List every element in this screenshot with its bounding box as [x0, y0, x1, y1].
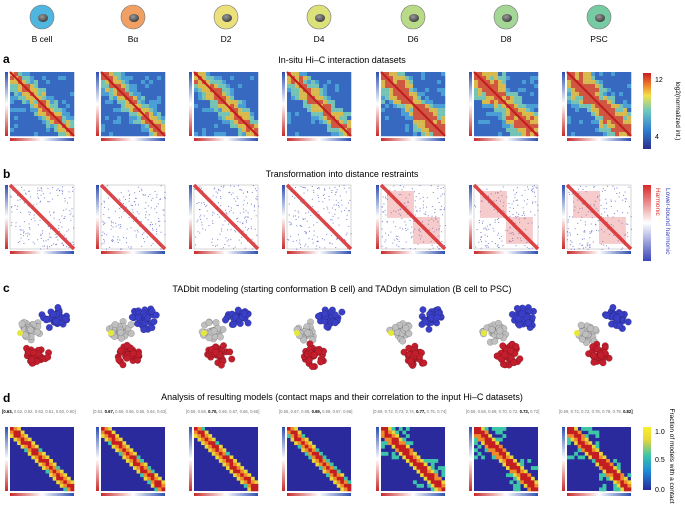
correlation-values: [0.63, 0.67, 0.66, 0.66, 0.65, 0.64, 0.6… — [93, 409, 166, 414]
cell-icon: D2 — [213, 4, 239, 44]
colorbar-a-max: 12 — [655, 77, 663, 84]
legend-b: Harmonic Lower-bound harmonic — [643, 185, 671, 261]
model-structure — [293, 306, 346, 371]
panel-d-title: Analysis of resulting models (contact ma… — [161, 392, 523, 402]
model-structure — [386, 305, 445, 369]
cell-icon: D6 — [400, 4, 426, 44]
correlation-values: [0.69, 0.72, 0.72, 0.76, 0.78, 0.78, 0.8… — [559, 409, 633, 414]
hic-map-row — [5, 71, 632, 141]
legend-b-harmonic: Harmonic — [654, 188, 661, 217]
hic-map — [96, 71, 166, 141]
restraint-map — [282, 183, 353, 254]
legend-b-lower-bound: Lower-bound harmonic — [664, 188, 671, 255]
cell-stage-label: D4 — [314, 34, 325, 44]
contact-map: [0.65, 0.67, 0.68, 0.69, 0.68, 0.67, 0.6… — [279, 409, 352, 496]
hic-map — [562, 71, 632, 141]
hic-map — [469, 71, 539, 141]
model-structure — [17, 303, 71, 367]
correlation-values: [0.66, 0.68, 0.70, 0.69, 0.67, 0.66, 0.6… — [186, 409, 259, 414]
hic-map — [5, 71, 75, 141]
contact-map: [0.69, 0.72, 0.73, 0.74, 0.77, 0.75, 0.7… — [373, 409, 446, 496]
hic-map — [189, 71, 259, 141]
correlation-values: [0.69, 0.72, 0.73, 0.74, 0.77, 0.75, 0.7… — [373, 409, 446, 414]
model-structure — [105, 305, 160, 369]
cell-icon: D8 — [493, 4, 519, 44]
correlation-values: [0.66, 0.68, 0.69, 0.70, 0.72, 0.73, 0.7… — [466, 409, 539, 414]
panel-c-letter: c — [3, 281, 10, 295]
panel-a-letter: a — [3, 52, 10, 66]
panel-b-title: Transformation into distance restraints — [266, 169, 419, 179]
cell-icon: PSC — [586, 4, 612, 44]
correlation-values: [0.65, 0.67, 0.68, 0.69, 0.68, 0.67, 0.6… — [279, 409, 352, 414]
cell-stage-header: B cell Bα D2 D4 D6 D8 PSC — [29, 4, 612, 44]
restraint-map — [562, 183, 633, 254]
restraint-map — [376, 183, 447, 254]
colorbar-d-min: 0.0 — [655, 487, 665, 494]
panel-a-title: In-situ Hi–C interaction datasets — [278, 55, 406, 65]
contact-map: [0.69, 0.72, 0.72, 0.76, 0.78, 0.78, 0.8… — [559, 409, 633, 496]
hic-map — [376, 71, 446, 141]
colorbar-d-max: 1.0 — [655, 429, 665, 436]
model-structure — [574, 303, 632, 367]
cell-stage-label: D2 — [221, 34, 232, 44]
contact-map: [0.63, 0.62, 0.62, 0.63, 0.61, 0.60, 0.6… — [2, 409, 76, 496]
colorbar-d-label: Fraction of models with a contact — [668, 408, 675, 503]
restraint-map — [469, 183, 540, 254]
contact-map-row: [0.63, 0.62, 0.62, 0.63, 0.61, 0.60, 0.6… — [2, 409, 633, 496]
restraint-map — [5, 183, 76, 254]
colorbar-a: 12 4 log2(normalized int.) — [643, 73, 681, 149]
contact-map: [0.63, 0.67, 0.66, 0.66, 0.65, 0.64, 0.6… — [93, 409, 166, 496]
restraint-map-row — [5, 183, 633, 254]
cell-stage-label: Bα — [128, 34, 139, 44]
panel-b-letter: b — [3, 167, 10, 181]
cell-icon: Bα — [120, 4, 146, 44]
model-structure — [479, 304, 538, 369]
cell-icon: D4 — [306, 4, 332, 44]
contact-map: [0.66, 0.68, 0.70, 0.69, 0.67, 0.66, 0.6… — [186, 409, 259, 496]
colorbar-a-label: log2(normalized int.) — [674, 82, 681, 141]
restraint-map — [189, 183, 260, 254]
correlation-values: [0.63, 0.62, 0.62, 0.63, 0.61, 0.60, 0.6… — [2, 409, 76, 414]
cell-stage-label: D6 — [408, 34, 419, 44]
cell-icon: B cell — [29, 4, 55, 44]
cell-stage-label: D8 — [501, 34, 512, 44]
contact-map: [0.66, 0.68, 0.69, 0.70, 0.72, 0.73, 0.7… — [466, 409, 539, 496]
hic-map — [282, 71, 352, 141]
model-structure — [198, 306, 252, 369]
colorbar-d-mid: 0.5 — [655, 457, 665, 464]
model-structure-row — [17, 303, 632, 371]
panel-c-title: TADbit modeling (starting conformation B… — [172, 284, 511, 294]
panel-d-letter: d — [3, 391, 10, 405]
restraint-map — [96, 183, 167, 254]
cell-stage-label: B cell — [32, 34, 53, 44]
colorbar-a-min: 4 — [655, 134, 659, 141]
cell-stage-label: PSC — [590, 34, 607, 44]
colorbar-d: 1.0 0.5 0.0 Fraction of models with a co… — [643, 408, 675, 504]
